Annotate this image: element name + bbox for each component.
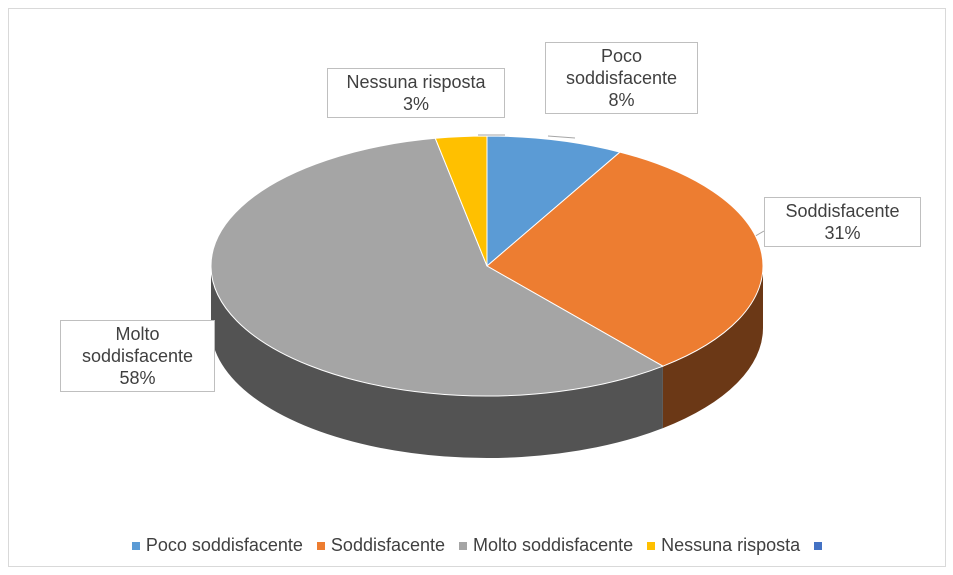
- legend-label: Nessuna risposta: [661, 535, 801, 555]
- legend: Poco soddisfacente Soddisfacente Molto sod…: [8, 535, 946, 556]
- legend-label: Molto soddisfacente: [473, 535, 634, 555]
- pie-side: [211, 266, 663, 458]
- legend-swatch: [814, 541, 823, 550]
- legend-swatch: [647, 541, 656, 550]
- legend-item: Nessuna risposta: [647, 535, 800, 556]
- legend-label: Poco soddisfacente: [145, 535, 303, 555]
- data-label-category: Soddisfacente: [785, 201, 900, 221]
- legend-label: Soddisfacente: [330, 535, 446, 555]
- pie-slice: [486, 135, 622, 268]
- data-label: Soddisfacente 31%: [764, 197, 921, 247]
- pie-slice: [434, 135, 488, 267]
- data-label: Nessuna risposta 3%: [327, 68, 505, 118]
- legend-swatch: [459, 541, 468, 550]
- leader-line: [547, 135, 576, 139]
- data-label-category: Poco soddisfacente: [565, 46, 678, 88]
- data-label-value: 3%: [402, 94, 429, 114]
- data-label-value: 31%: [824, 223, 861, 243]
- legend-item: Poco soddisfacente: [131, 535, 303, 556]
- data-label-category: Nessuna risposta: [346, 72, 486, 92]
- data-label-category: Molto soddisfacente: [81, 324, 194, 366]
- pie-side: [662, 266, 763, 429]
- legend-swatch: [131, 541, 140, 550]
- data-label: Poco soddisfacente 8%: [545, 42, 698, 114]
- legend-item: Soddisfacente: [316, 535, 446, 556]
- data-label: Molto soddisfacente 58%: [60, 320, 215, 392]
- legend-swatch: [316, 541, 325, 550]
- pie-slice: [486, 151, 764, 367]
- pie: [210, 135, 764, 458]
- pie-slice: [210, 137, 665, 397]
- legend-item: [814, 535, 823, 556]
- legend-item: Molto soddisfacente: [459, 535, 633, 556]
- data-label-value: 58%: [119, 368, 156, 388]
- data-label-value: 8%: [608, 90, 635, 110]
